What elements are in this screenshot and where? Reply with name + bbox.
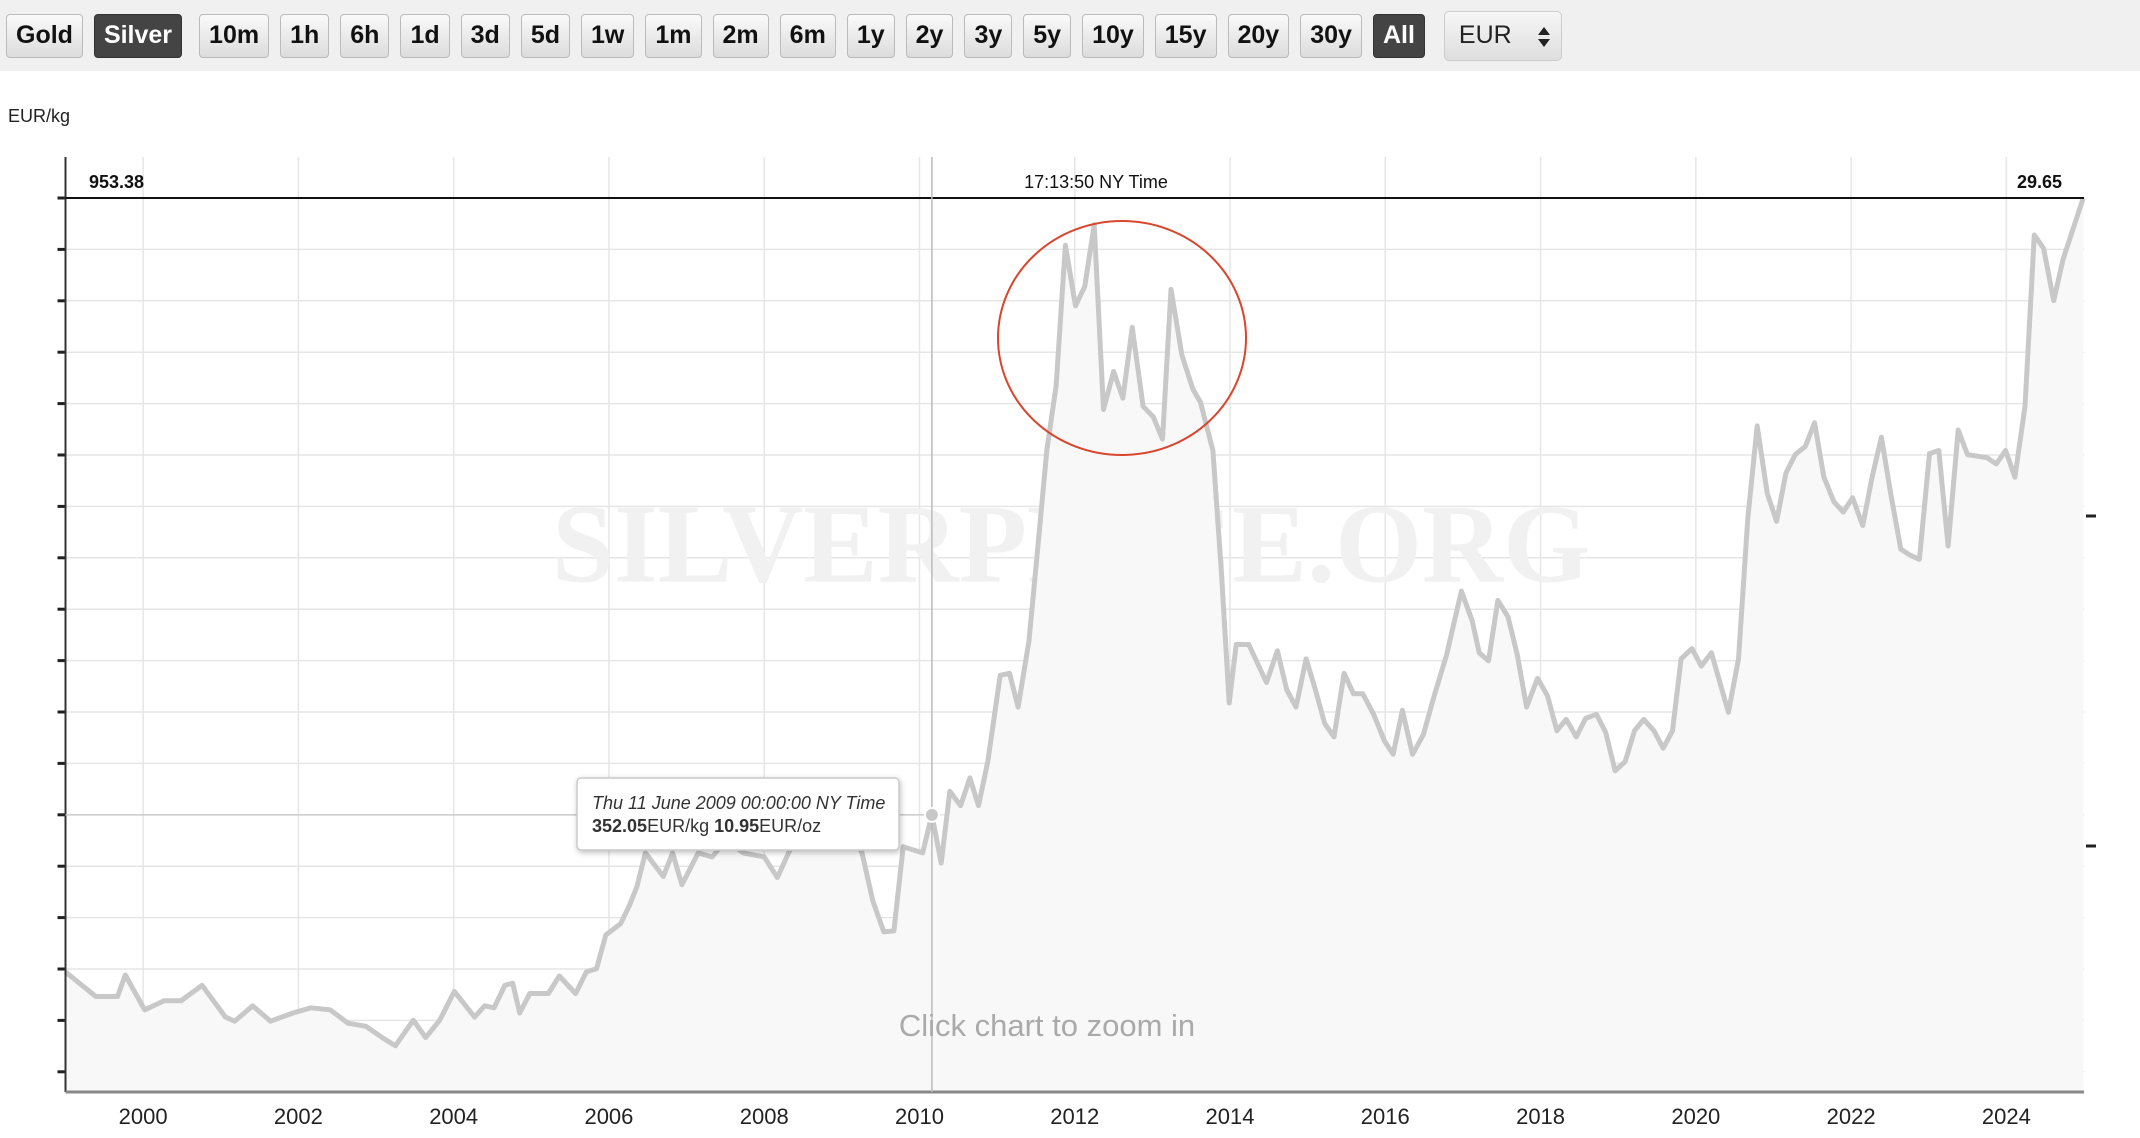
- range-button[interactable]: 2y: [905, 13, 954, 58]
- range-button[interactable]: 15y: [1154, 13, 1217, 58]
- high-label: 29.65: [2017, 172, 2062, 192]
- highlight-circle: [997, 220, 1247, 456]
- tooltip-kg-value: 352.05: [592, 816, 647, 836]
- time-label: 17:13:50 NY Time: [1024, 172, 1168, 192]
- x-tick-label: 2010: [895, 1104, 944, 1129]
- x-tick-label: 2012: [1050, 1104, 1099, 1129]
- range-button[interactable]: 6h: [340, 13, 390, 58]
- range-button[interactable]: 1d: [400, 13, 450, 58]
- range-button[interactable]: All: [1372, 13, 1425, 58]
- x-tick-label: 2022: [1827, 1104, 1876, 1129]
- currency-label: EUR: [1458, 21, 1512, 49]
- x-tick-label: 2014: [1206, 1104, 1255, 1129]
- select-arrows: [1537, 26, 1550, 47]
- hover-marker: [923, 806, 940, 823]
- currency-select[interactable]: EUR: [1443, 10, 1562, 61]
- range-button[interactable]: 6m: [779, 13, 836, 58]
- low-label: 953.38: [89, 172, 144, 192]
- range-button[interactable]: 1w: [581, 13, 635, 58]
- tooltip-date: Thu 11 June 2009 00:00:00 NY Time: [592, 793, 885, 813]
- range-button[interactable]: 10m: [199, 13, 270, 58]
- x-tick-label: 2008: [740, 1104, 789, 1129]
- toolbar: Gold Silver 10m 1h 6h 1d 3d 5d 1w 1m 2m 6m 1y 2y 3y 5y 1…: [0, 0, 2140, 71]
- x-tick-label: 2018: [1516, 1104, 1565, 1129]
- x-tick-label: 2006: [584, 1104, 633, 1129]
- range-button[interactable]: 1y: [846, 13, 895, 58]
- range-button[interactable]: 1m: [645, 13, 702, 58]
- range-button[interactable]: 30y: [1300, 13, 1362, 58]
- x-tick-label: 2016: [1361, 1104, 1410, 1129]
- tooltip: Thu 11 June 2009 00:00:00 NY Time352.05E…: [576, 777, 900, 851]
- tooltip-oz-value: 10.95: [714, 816, 759, 836]
- range-button[interactable]: 3d: [460, 13, 510, 58]
- range-button[interactable]: 3y: [964, 13, 1013, 58]
- x-tick-label: 2020: [1671, 1104, 1720, 1129]
- range-button[interactable]: 10y: [1082, 13, 1144, 58]
- tooltip-oz-unit: EUR/oz: [759, 816, 821, 836]
- unit-label: EUR/kg: [8, 106, 70, 126]
- x-tick-label: 2024: [1982, 1104, 2031, 1129]
- range-button[interactable]: 2m: [712, 13, 769, 58]
- range-button[interactable]: 20y: [1227, 13, 1290, 58]
- range-button[interactable]: Gold: [6, 13, 83, 58]
- tooltip-kg-unit: EUR/kg: [647, 816, 709, 836]
- zoom-hint: Click chart to zoom in: [899, 1008, 1195, 1043]
- x-tick-label: 2002: [274, 1104, 323, 1129]
- range-button[interactable]: Silver: [93, 13, 183, 58]
- tooltip-box: [576, 777, 900, 851]
- range-button[interactable]: 5y: [1023, 13, 1072, 58]
- x-tick-label: 2004: [429, 1104, 478, 1129]
- x-tick-label: 2000: [119, 1104, 168, 1129]
- tooltip-values: 352.05EUR/kg 10.95EUR/oz: [592, 816, 821, 836]
- range-button[interactable]: 1h: [280, 13, 330, 58]
- price-line: [63, 197, 2086, 1049]
- area: [65, 198, 2084, 1093]
- range-button[interactable]: 5d: [520, 13, 571, 58]
